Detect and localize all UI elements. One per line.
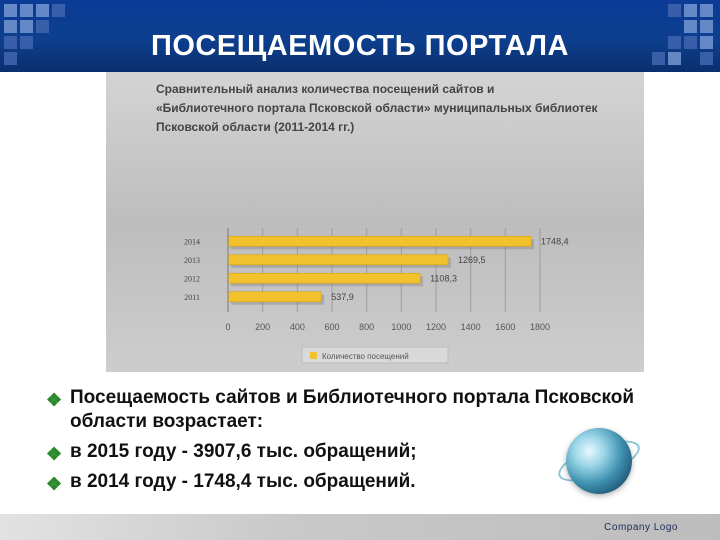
company-logo-text: Company Logo — [604, 522, 678, 533]
diamond-bullet-icon: ❖ — [46, 444, 63, 464]
bar-2013 — [227, 254, 449, 266]
category-label: 2011 — [184, 293, 200, 302]
legend-box — [301, 346, 449, 364]
header-decoration-square — [668, 36, 681, 49]
page-title: ПОСЕЩАЕМОСТЬ ПОРТАЛА — [151, 30, 569, 62]
bar-2012 — [227, 272, 421, 284]
chart-area: Сравнительный анализ количества посещени… — [106, 72, 644, 372]
header-decoration-square — [652, 52, 665, 65]
bullet-item-1: ❖ Посещаемость сайтов и Библиотечного по… — [46, 386, 666, 434]
diamond-bullet-icon: ❖ — [46, 474, 63, 494]
x-tick-label: 400 — [290, 322, 305, 332]
bullet-text-1: Посещаемость сайтов и Библиотечного порт… — [70, 387, 635, 432]
slide-header — [0, 0, 720, 72]
header-decoration-square — [700, 20, 713, 33]
data-label: 1108,3 — [430, 273, 457, 283]
diamond-bullet-icon: ❖ — [46, 390, 63, 410]
chart-title-line-2: «Библиотечного портала Псковской области… — [156, 101, 598, 115]
header-decoration-square — [4, 36, 17, 49]
legend-entry: Количество посещений — [322, 352, 409, 361]
header-decoration-square — [684, 36, 697, 49]
x-tick-label: 800 — [359, 322, 374, 332]
category-label: 2013 — [184, 256, 200, 265]
bar-2014 — [227, 235, 532, 247]
data-label: 1748,4 — [541, 236, 569, 246]
header-decoration-square — [700, 36, 713, 49]
header-decoration-square — [700, 52, 713, 65]
header-decoration-square — [684, 20, 697, 33]
header-decoration-square — [700, 4, 713, 17]
header-decoration-square — [4, 20, 17, 33]
category-label: 2012 — [184, 274, 200, 283]
data-label: 1269,5 — [458, 255, 486, 265]
x-tick-label: 200 — [255, 322, 270, 332]
x-tick-label: 1000 — [391, 322, 411, 332]
header-decoration-square — [36, 4, 49, 17]
bullet-item-2: ❖ в 2015 году - 3907,6 тыс. обращений; — [46, 440, 666, 464]
header-decoration-square — [668, 4, 681, 17]
data-label: 537,9 — [331, 292, 354, 302]
header-decoration-square — [684, 4, 697, 17]
header-decoration-square — [4, 4, 17, 17]
bullet-text-3: в 2014 году - 1748,4 тыс. обращений. — [70, 471, 416, 492]
x-tick-label: 600 — [324, 322, 339, 332]
x-tick-label: 1400 — [461, 322, 481, 332]
bullet-item-3: ❖ в 2014 году - 1748,4 тыс. обращений. — [46, 470, 666, 494]
chart-title: Сравнительный анализ количества посещени… — [156, 80, 626, 137]
x-tick-label: 1800 — [530, 322, 550, 332]
bullet-text-2: в 2015 году - 3907,6 тыс. обращений; — [70, 441, 417, 462]
category-label: 2014 — [184, 237, 200, 246]
header-decoration-square — [20, 4, 33, 17]
header-decoration-square — [4, 52, 17, 65]
header-decoration-square — [20, 36, 33, 49]
header-decoration-square — [52, 4, 65, 17]
header-decoration-square — [20, 20, 33, 33]
slide-footer: Company Logo — [0, 514, 720, 540]
chart-title-line-3: Псковской области (2011-2014 гг.) — [156, 120, 355, 134]
chart-title-line-1: Сравнительный анализ количества посещени… — [156, 82, 495, 96]
x-tick-label: 0 — [225, 322, 230, 332]
legend-swatch — [310, 352, 317, 359]
x-tick-label: 1600 — [495, 322, 515, 332]
bar-chart: 0 200 400 600 800 1000 1200 1400 1600 1800 2014 174… — [184, 228, 569, 364]
bullet-list: ❖ Посещаемость сайтов и Библиотечного по… — [46, 386, 666, 500]
globe-icon — [566, 428, 632, 494]
x-tick-label: 1200 — [426, 322, 446, 332]
header-decoration-square — [668, 52, 681, 65]
bar-2011 — [227, 291, 322, 303]
header-decoration-square — [36, 20, 49, 33]
